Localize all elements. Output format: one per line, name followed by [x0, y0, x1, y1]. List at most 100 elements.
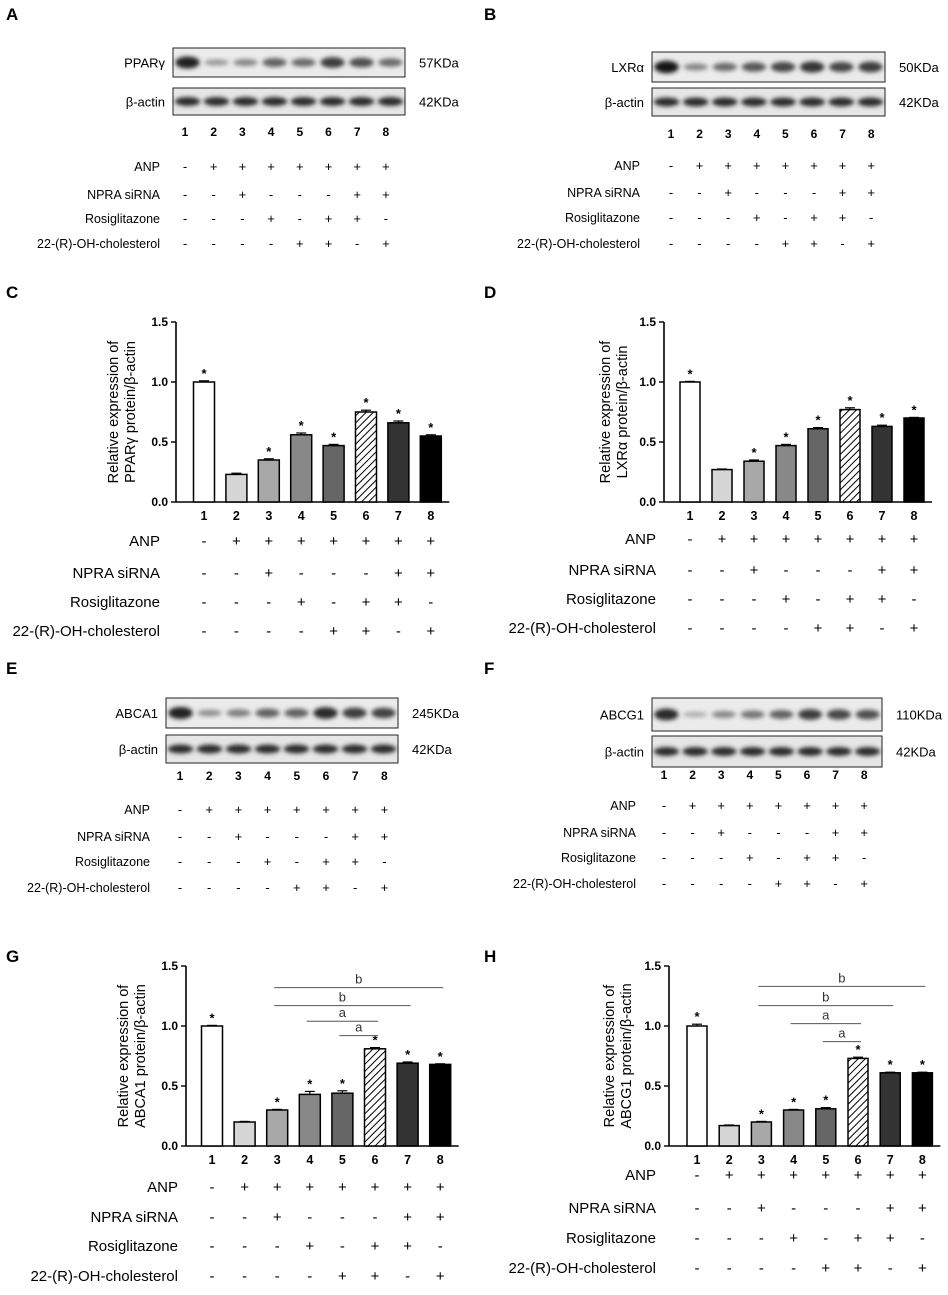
y-axis-label: Relative expression ofABCA1 protein/β-ac… — [116, 984, 149, 1128]
treatment-sign: - — [690, 825, 694, 840]
treatment-sign: - — [669, 185, 673, 200]
panel-letter-c: C — [6, 283, 18, 302]
treatment-sign: - — [269, 187, 273, 202]
treatment-sign: - — [207, 829, 211, 844]
panel-letter-b: B — [484, 5, 496, 24]
treatment-sign: + — [362, 623, 371, 640]
treatment-sign: - — [266, 594, 271, 611]
treatment-sign: + — [394, 594, 403, 611]
x-tick-label: 8 — [437, 1153, 444, 1167]
treatment-sign: + — [918, 1260, 927, 1277]
bar — [363, 1048, 387, 1147]
treatment-sign: - — [340, 1238, 345, 1255]
treatment-sign: - — [236, 854, 240, 869]
lane-number: 7 — [832, 768, 839, 782]
treatment-sign: + — [832, 798, 840, 813]
bar — [257, 459, 281, 503]
treatment-sign: + — [918, 1200, 927, 1217]
control-protein-label: β-actin — [605, 95, 644, 110]
x-tick-label: 3 — [758, 1153, 765, 1167]
treatment-sign: - — [720, 591, 725, 608]
comparison-label: b — [838, 970, 845, 985]
treatment-sign: + — [235, 829, 243, 844]
treatment-label: ANP — [625, 1167, 656, 1184]
x-tick-label: 7 — [395, 509, 402, 523]
lane-number: 6 — [325, 125, 332, 139]
treatment-sign: + — [273, 1209, 282, 1226]
x-tick-label: 1 — [687, 509, 694, 523]
treatment-sign: + — [839, 158, 847, 173]
treatment-sign: - — [183, 159, 187, 174]
treatment-sign: - — [805, 825, 809, 840]
control-band — [854, 747, 881, 756]
target-band — [826, 709, 851, 720]
treatment-sign: - — [752, 620, 757, 637]
control-band — [682, 97, 709, 107]
y-tick-label: 0.5 — [161, 1079, 178, 1093]
target-band — [204, 59, 229, 66]
treatment-sign: + — [910, 531, 919, 548]
y-tick-label: 0.0 — [639, 495, 656, 509]
target-band — [233, 58, 258, 67]
target-band — [168, 706, 193, 720]
treatment-sign: + — [867, 158, 875, 173]
treatment-sign: + — [810, 158, 818, 173]
treatment-sign: - — [340, 1209, 345, 1226]
treatment-label: NPRA siRNA — [90, 1209, 178, 1226]
control-band — [826, 747, 852, 756]
y-tick-label: 0.0 — [161, 1139, 178, 1153]
target-band — [712, 62, 738, 72]
treatment-sign: + — [381, 880, 389, 895]
target-band — [858, 61, 883, 73]
control-protein-label: β-actin — [126, 95, 165, 110]
control-kda-label: 42KDa — [412, 742, 453, 757]
treatment-sign: - — [783, 210, 787, 225]
x-tick-label: 1 — [694, 1153, 701, 1167]
significance-star: * — [363, 395, 369, 410]
treatment-label: Rosiglitazone — [70, 594, 160, 611]
treatment-sign: - — [669, 236, 673, 251]
treatment-sign: - — [727, 1230, 732, 1247]
treatment-sign: + — [264, 533, 273, 550]
treatment-sign: - — [202, 533, 207, 550]
lane-number: 1 — [668, 127, 675, 141]
treatment-sign: - — [299, 565, 304, 582]
panel-letter-a: A — [6, 5, 18, 24]
treatment-sign: + — [210, 159, 218, 174]
treatment-sign: - — [848, 562, 853, 579]
treatment-sign: + — [403, 1238, 412, 1255]
target-band — [654, 708, 679, 721]
control-band — [768, 747, 795, 756]
y-axis-label-line: Relative expression of — [602, 984, 618, 1128]
treatment-sign: + — [293, 802, 301, 817]
treatment-sign: + — [717, 825, 725, 840]
bar — [686, 1025, 708, 1147]
treatment-sign: + — [782, 531, 791, 548]
treatment-sign: - — [234, 623, 239, 640]
treatment-sign: + — [910, 562, 919, 579]
treatment-sign: + — [235, 802, 243, 817]
significance-star: * — [687, 366, 693, 381]
lane-number: 3 — [725, 127, 732, 141]
target-band — [769, 710, 794, 719]
treatment-sign: - — [662, 825, 666, 840]
treatment-sign: + — [325, 159, 333, 174]
treatment-sign: - — [856, 1200, 861, 1217]
treatment-sign: - — [912, 591, 917, 608]
significance-star: * — [275, 1094, 281, 1109]
treatment-label: Rosiglitazone — [566, 591, 656, 608]
lane-number: 3 — [718, 768, 725, 782]
bar — [322, 444, 345, 503]
y-tick-label: 1.5 — [161, 959, 178, 973]
treatment-sign: - — [759, 1260, 764, 1277]
treatment-sign: + — [338, 1268, 347, 1285]
significance-star: * — [201, 366, 207, 381]
lane-number: 5 — [293, 769, 300, 783]
treatment-sign: - — [840, 236, 844, 251]
treatment-sign: + — [239, 159, 247, 174]
treatment-sign: + — [353, 159, 361, 174]
x-tick-label: 3 — [274, 1153, 281, 1167]
target-band — [197, 709, 222, 717]
treatment-sign: + — [293, 880, 301, 895]
treatment-sign: - — [669, 210, 673, 225]
